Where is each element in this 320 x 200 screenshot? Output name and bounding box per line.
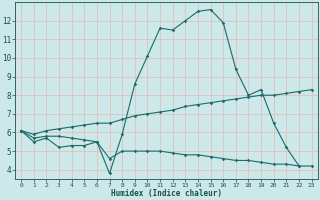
X-axis label: Humidex (Indice chaleur): Humidex (Indice chaleur)	[111, 189, 222, 198]
